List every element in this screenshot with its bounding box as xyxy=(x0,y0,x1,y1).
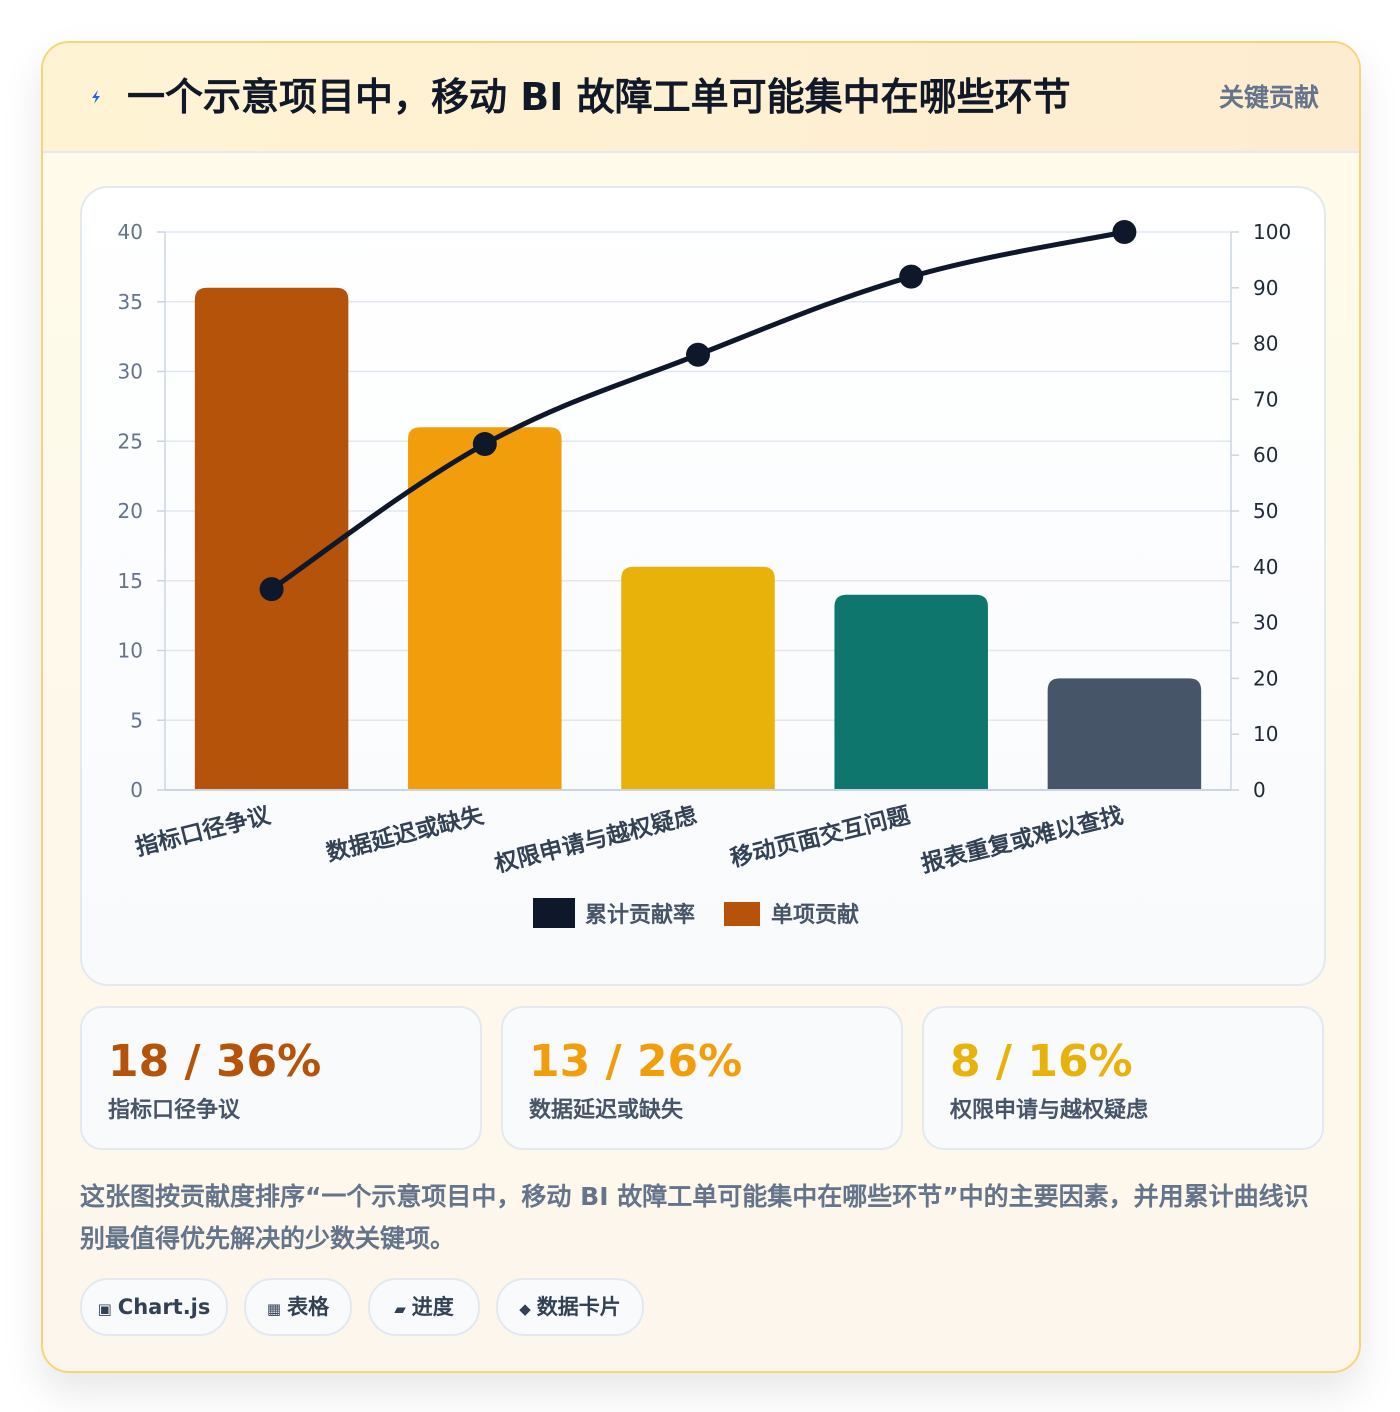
y-tick-label-left: 10 xyxy=(118,639,143,663)
stat-value: 18 / 36% xyxy=(108,1036,322,1087)
card-header: 一个示意项目中，移动 BI 故障工单可能集中在哪些环节 关键贡献 xyxy=(43,43,1359,153)
bar xyxy=(408,427,562,790)
tag-label: 进度 xyxy=(411,1295,454,1319)
x-tick-label: 数据延迟或缺失 xyxy=(324,801,488,866)
legend-swatch-cumulative xyxy=(533,898,575,928)
bar xyxy=(1047,678,1202,790)
y-tick-label-right: 60 xyxy=(1253,443,1278,467)
legend-label-cumulative: 累计贡献率 xyxy=(585,902,695,928)
lightning-bolt-icon xyxy=(92,90,100,104)
stat-cards: 18 / 36% 指标口径争议 13 / 26% 数据延迟或缺失 8 / 16%… xyxy=(80,1006,1324,1150)
y-tick-label-left: 40 xyxy=(118,220,143,244)
x-tick-label: 权限申请与越权疑虑 xyxy=(491,802,699,879)
cumulative-point xyxy=(686,342,710,367)
cumulative-point xyxy=(899,264,924,289)
x-tick-label: 移动页面交互问题 xyxy=(728,802,913,873)
cumulative-point xyxy=(1112,220,1137,244)
cumulative-point xyxy=(259,577,284,602)
tag-label: Chart.js xyxy=(117,1295,211,1319)
key-contribution-badge: 关键贡献 xyxy=(1218,83,1319,112)
y-tick-label-right: 70 xyxy=(1253,387,1278,411)
table-icon: ▦ xyxy=(266,1300,282,1318)
y-tick-label-right: 10 xyxy=(1253,722,1278,746)
legend-label-individual: 单项贡献 xyxy=(771,902,859,928)
bar xyxy=(621,566,775,790)
y-tick-label-right: 20 xyxy=(1253,666,1278,690)
y-tick-label-right: 0 xyxy=(1253,778,1266,802)
tag-label: 表格 xyxy=(287,1295,330,1319)
progress-icon: ▰ xyxy=(394,1300,406,1318)
y-tick-label-left: 5 xyxy=(130,708,143,732)
y-tick-label-left: 25 xyxy=(118,429,143,453)
y-tick-label-left: 15 xyxy=(118,569,143,593)
stat-label: 数据延迟或缺失 xyxy=(529,1098,684,1123)
chart-description: 这张图按贡献度排序“一个示意项目中，移动 BI 故障工单可能集中在哪些环节”中的… xyxy=(80,1182,1309,1253)
y-tick-label-right: 50 xyxy=(1253,499,1278,523)
chart-panel: 0 5 10 15 20 25 30 35 40 0 10 20 30 40 50 60 70 80 90 100 指标… xyxy=(80,186,1326,986)
y-tick-label-right: 100 xyxy=(1253,220,1291,244)
x-tick-label: 指标口径争议 xyxy=(133,801,274,861)
tag-progress[interactable]: ▰ 进度 xyxy=(368,1278,480,1336)
y-tick-label-right: 40 xyxy=(1253,555,1278,579)
chart-icon: ▣ xyxy=(97,1300,112,1318)
y-tick-label-right: 30 xyxy=(1253,611,1278,635)
stat-card: 8 / 16% 权限申请与越权疑虑 xyxy=(922,1006,1324,1150)
page-title: 一个示意项目中，移动 BI 故障工单可能集中在哪些环节 xyxy=(127,75,1071,119)
y-tick-label-left: 0 xyxy=(130,778,143,802)
bar xyxy=(194,287,349,790)
stat-value: 13 / 26% xyxy=(529,1036,743,1087)
y-tick-label-left: 30 xyxy=(118,360,143,384)
y-tick-label-right: 80 xyxy=(1253,332,1278,356)
diamond-icon: ◆ xyxy=(519,1300,531,1318)
pareto-card: 一个示意项目中，移动 BI 故障工单可能集中在哪些环节 关键贡献 0 5 10 15 2… xyxy=(41,41,1361,1373)
y-tick-label-left: 35 xyxy=(118,290,143,314)
stat-card: 18 / 36% 指标口径争议 xyxy=(80,1006,482,1150)
stat-value: 8 / 16% xyxy=(950,1036,1133,1087)
cumulative-point xyxy=(472,432,497,457)
legend-swatch-individual xyxy=(724,902,760,926)
x-tick-label: 报表重复或难以查找 xyxy=(919,803,1126,878)
stat-card: 13 / 26% 数据延迟或缺失 xyxy=(501,1006,903,1150)
y-tick-label-left: 20 xyxy=(118,499,143,523)
tag-chartjs[interactable]: ▣ Chart.js xyxy=(80,1278,228,1336)
bar xyxy=(834,594,988,790)
tag-data-card[interactable]: ◆ 数据卡片 xyxy=(496,1278,644,1336)
tag-label: 数据卡片 xyxy=(536,1295,621,1319)
stat-label: 权限申请与越权疑虑 xyxy=(950,1098,1149,1123)
y-tick-label-right: 90 xyxy=(1253,276,1278,300)
cumulative-line xyxy=(270,229,1125,592)
stat-label: 指标口径争议 xyxy=(108,1098,241,1123)
tag-table[interactable]: ▦ 表格 xyxy=(244,1278,352,1336)
pareto-chart: 0 5 10 15 20 25 30 35 40 0 10 20 30 40 50 60 70 80 90 100 指标… xyxy=(118,220,1291,928)
